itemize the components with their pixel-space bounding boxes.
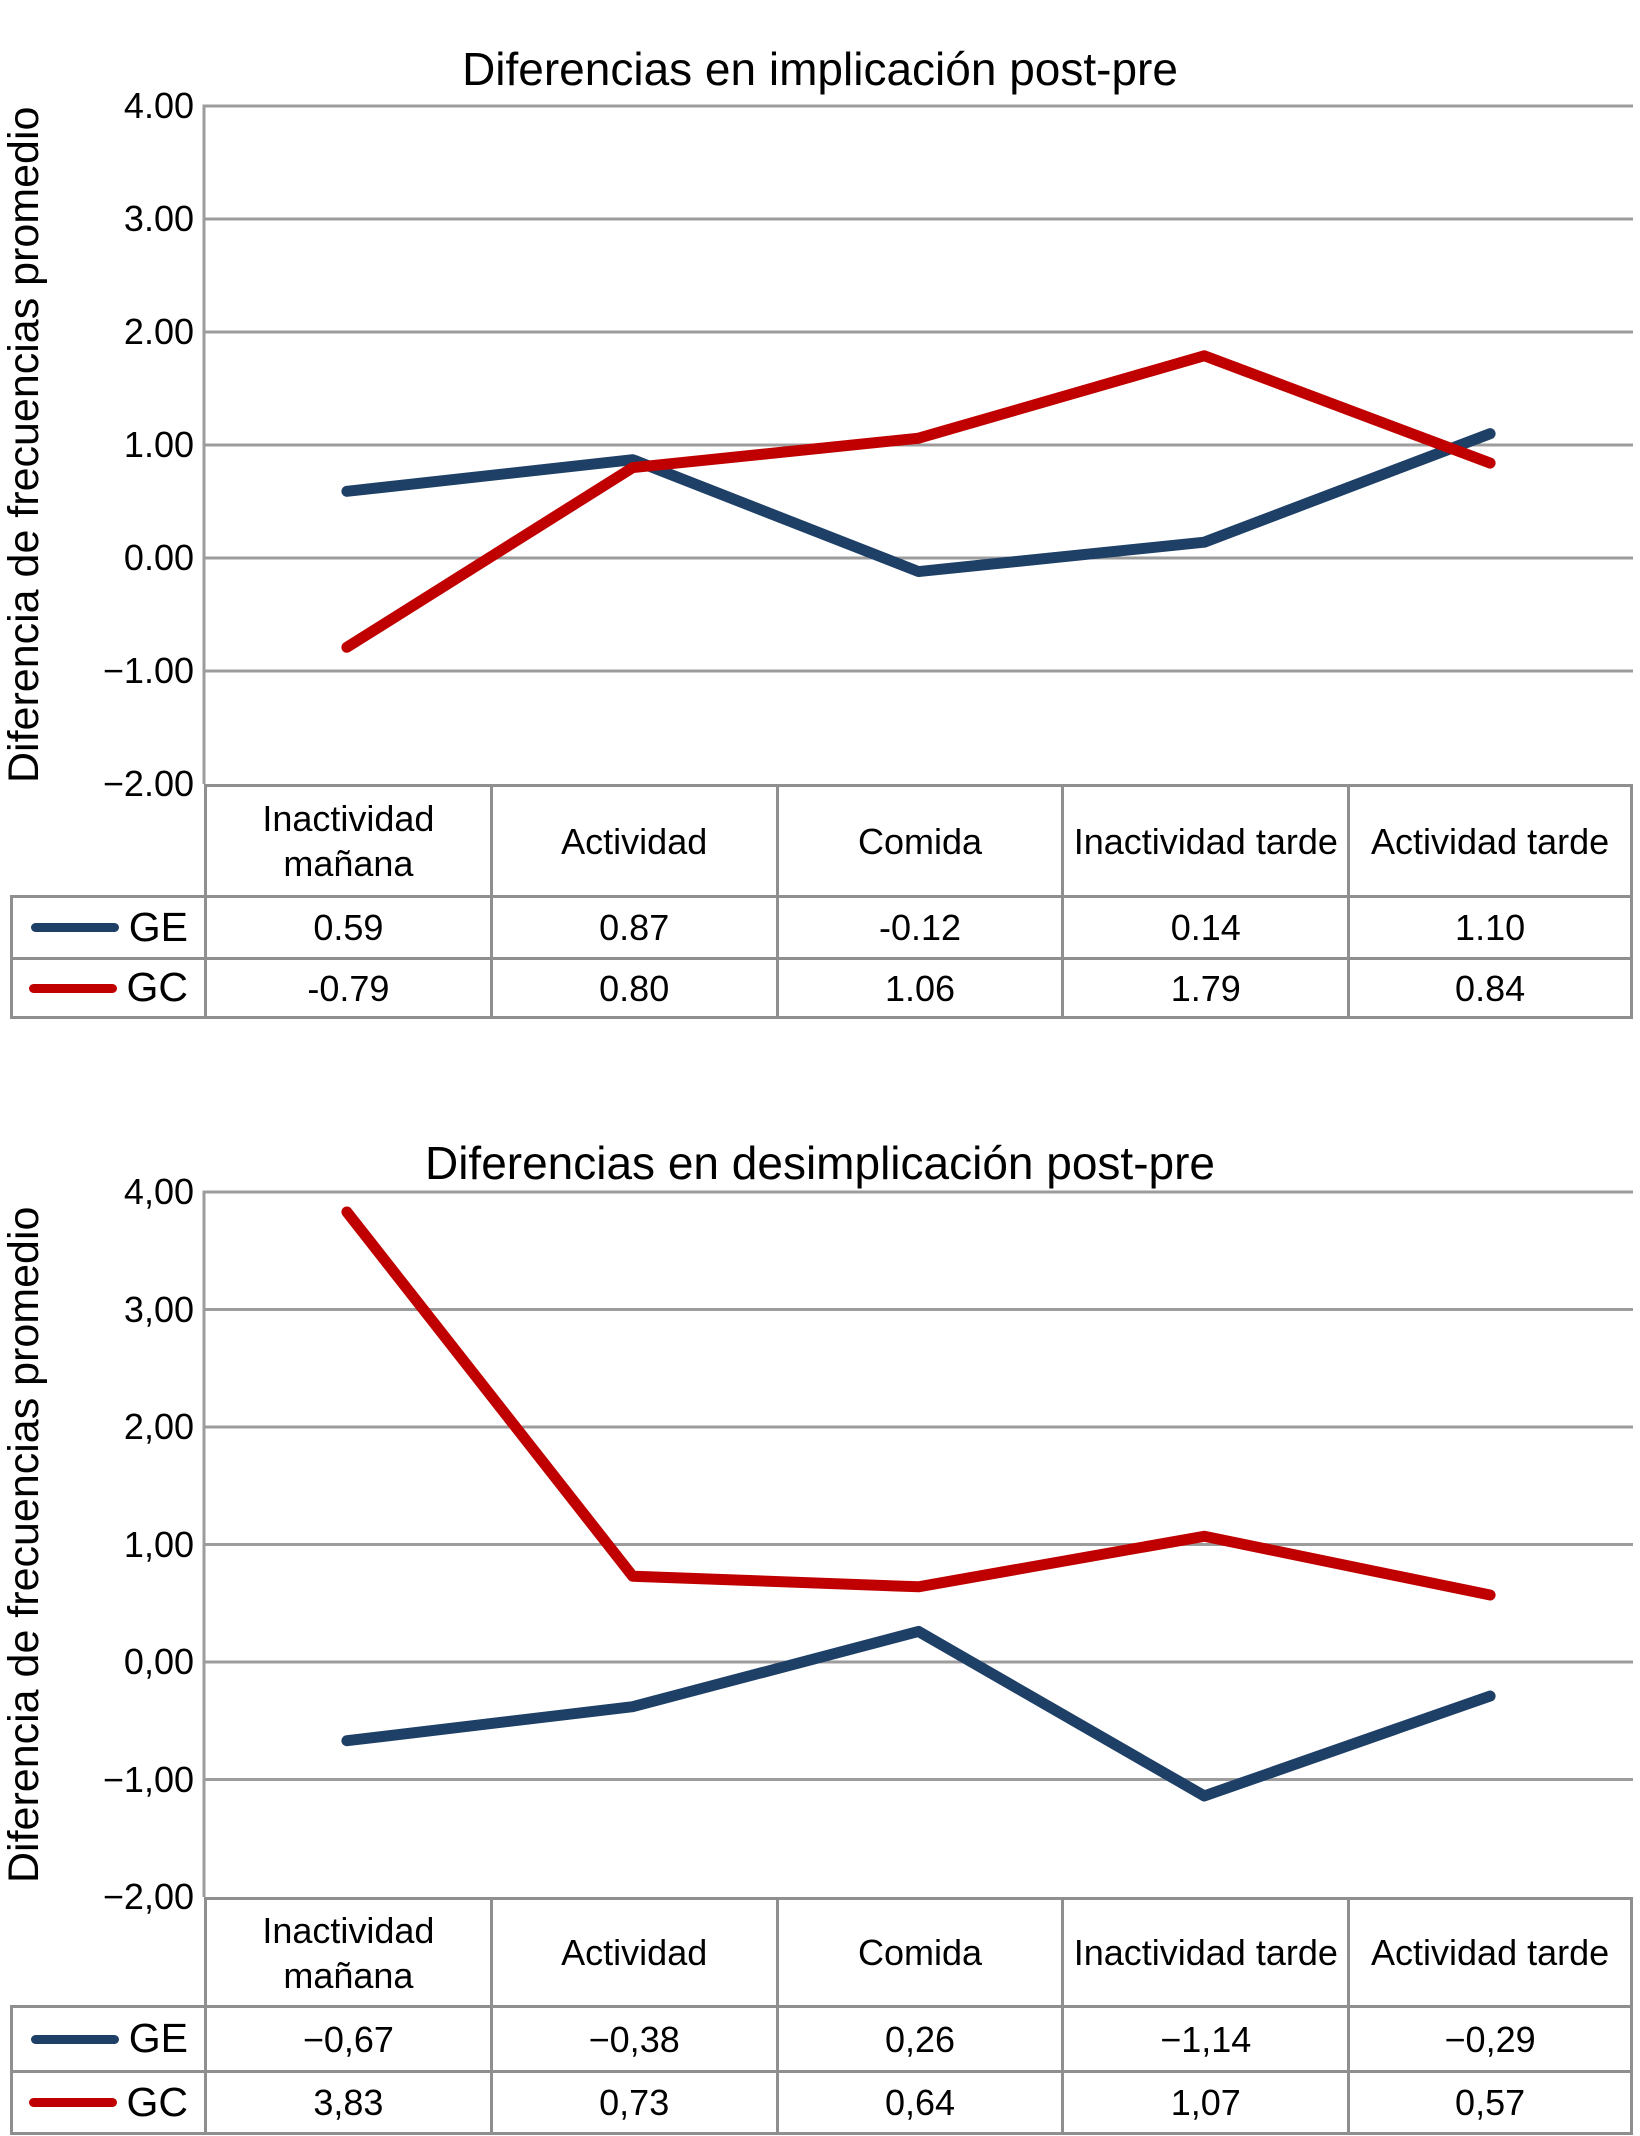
legend-key-GC: GC [10,2070,204,2135]
value-cell: 0,57 [1347,2070,1633,2135]
value-cell: 0,26 [775,2005,1062,2070]
series-line-GC [341,350,1496,653]
legend-swatch-GE [30,923,119,932]
y-tick-label: 0,00 [123,1641,194,1682]
y-tick-label: 3,00 [123,1288,194,1330]
value-cell: 0,73 [489,2070,776,2135]
legend-key-GE: GE [10,895,204,957]
legend-key-GC: GC [10,957,204,1019]
value-cell: −1,14 [1061,2005,1348,2070]
chart-title: Diferencias en desimplicación post-pre [424,1137,1216,1190]
table-corner-spacer [10,1897,204,2005]
value-cell: 0.87 [489,895,776,957]
category-header-cell: Comida [775,1897,1062,2005]
y-tick-label: 1,00 [123,1523,194,1565]
legend-swatch-GE [30,2034,119,2044]
plot-area [202,1190,1633,1897]
series-name: GC [126,964,189,1011]
y-tick-label: 2.00 [123,311,194,352]
value-cell: 1,07 [1061,2070,1348,2135]
category-header-cell: Inactividad tarde [1061,1897,1348,2005]
y-tick-label: −1.00 [102,650,194,691]
y-tick-label: −2.00 [102,763,194,804]
chart-desimplicacion: Diferencias en desimplicación post-pre D… [0,1086,1640,2136]
series-line-GE [341,428,1496,578]
legend-swatch-GC [28,2098,117,2107]
category-header-cell: Comida [775,784,1062,895]
y-tick-label: 4,00 [123,1171,194,1212]
category-header-cell: Actividad [489,1897,776,2005]
value-cell: 1.06 [775,957,1062,1019]
y-tick-label: 4.00 [123,85,194,126]
table-corner-spacer [10,784,204,895]
value-cell: −0,67 [204,2005,490,2070]
y-tick-label: 0.00 [123,537,194,578]
value-cell: −0,38 [489,2005,776,2070]
value-cell: −0,29 [1347,2005,1633,2070]
value-cell: 0,64 [775,2070,1062,2135]
chart-implicacion: Diferencias en implicación post-pre Dife… [0,0,1640,1022]
value-cell: 1.79 [1061,957,1348,1019]
value-cell: 1.10 [1347,895,1633,957]
legend-key-GE: GE [10,2005,204,2070]
series-name: GE [128,2015,188,2062]
plot-area [202,104,1633,784]
category-header-cell: Inactividad mañana [204,784,490,895]
category-header-cell: Inactividad mañana [204,1897,490,2005]
series-line-GE [341,1625,1496,1802]
y-tick-label: −1,00 [102,1758,194,1800]
data-table: Inactividad mañana Actividad Comida Inactiv… [10,1897,1633,2135]
y-tick-label: 1.00 [123,424,194,465]
series-name: GC [126,2078,189,2125]
legend-swatch-GC [28,983,117,993]
series-line-GC [341,1206,1496,1601]
y-tick-label: 2,00 [123,1406,194,1447]
data-table: Inactividad mañana Actividad Comida Inactiv… [10,784,1633,1019]
category-header-cell: Actividad tarde [1347,1897,1633,2005]
y-tick-label: 3.00 [123,198,194,239]
value-cell: 0.14 [1061,895,1348,957]
series-name: GE [128,903,188,950]
category-header-cell: Inactividad tarde [1061,784,1348,895]
value-cell: 0.59 [204,895,490,957]
value-cell: -0.79 [204,957,490,1019]
value-cell: 0.84 [1347,957,1633,1019]
category-header-cell: Actividad [489,784,776,895]
chart-title: Diferencias en implicación post-pre [462,43,1178,96]
value-cell: 0.80 [489,957,776,1019]
value-cell: -0.12 [775,895,1062,957]
category-header-cell: Actividad tarde [1347,784,1633,895]
value-cell: 3,83 [204,2070,490,2135]
y-tick-label: −2,00 [102,1876,194,1917]
